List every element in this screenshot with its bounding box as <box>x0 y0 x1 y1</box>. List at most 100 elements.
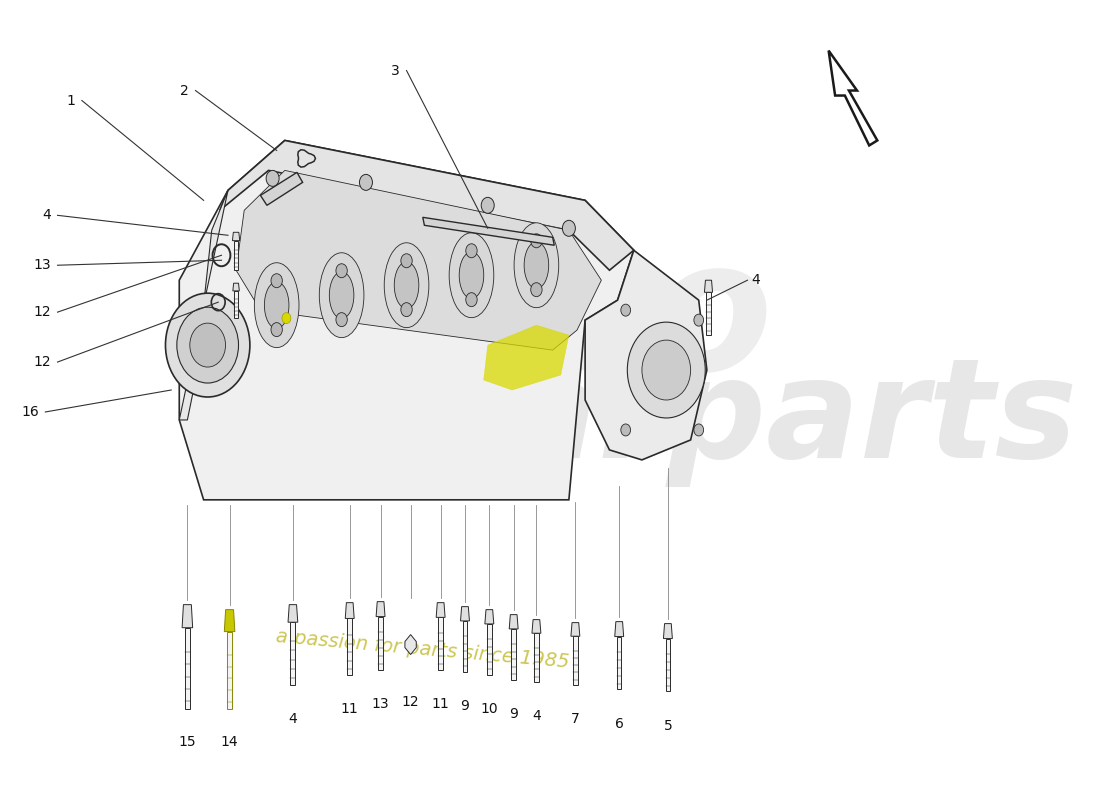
Text: 7: 7 <box>571 713 580 726</box>
Circle shape <box>360 174 373 190</box>
Circle shape <box>165 293 250 397</box>
Circle shape <box>465 293 477 306</box>
Polygon shape <box>405 634 416 654</box>
Circle shape <box>400 254 412 268</box>
Polygon shape <box>234 291 238 318</box>
Circle shape <box>620 424 630 436</box>
Text: 3: 3 <box>392 63 400 78</box>
Circle shape <box>336 264 348 278</box>
Text: 1: 1 <box>66 94 76 107</box>
Polygon shape <box>232 232 240 241</box>
Polygon shape <box>463 621 467 671</box>
Polygon shape <box>512 629 516 679</box>
Polygon shape <box>288 605 298 622</box>
Circle shape <box>271 274 283 288</box>
Polygon shape <box>509 614 518 629</box>
Polygon shape <box>571 622 580 636</box>
Text: 16: 16 <box>21 405 38 419</box>
Polygon shape <box>615 622 624 637</box>
Ellipse shape <box>514 223 559 308</box>
Text: 5: 5 <box>663 719 672 734</box>
Circle shape <box>177 307 239 383</box>
Ellipse shape <box>254 262 299 347</box>
Circle shape <box>694 424 704 436</box>
Polygon shape <box>376 602 385 617</box>
Ellipse shape <box>394 262 419 309</box>
Text: 11: 11 <box>432 698 450 711</box>
Circle shape <box>400 302 412 317</box>
Circle shape <box>465 244 477 258</box>
Text: 4: 4 <box>288 713 297 726</box>
Text: 10: 10 <box>481 702 498 717</box>
Polygon shape <box>437 602 446 618</box>
Text: 13: 13 <box>33 258 51 272</box>
Polygon shape <box>261 172 302 206</box>
Circle shape <box>481 198 494 214</box>
Polygon shape <box>179 141 634 500</box>
Ellipse shape <box>449 233 494 318</box>
Polygon shape <box>484 325 569 390</box>
Polygon shape <box>422 218 554 246</box>
Ellipse shape <box>459 252 484 298</box>
Polygon shape <box>585 250 707 460</box>
Text: 11: 11 <box>341 702 359 717</box>
Polygon shape <box>439 618 443 670</box>
Circle shape <box>282 313 290 324</box>
Polygon shape <box>224 610 235 631</box>
Ellipse shape <box>524 242 549 289</box>
Polygon shape <box>233 283 240 291</box>
Polygon shape <box>532 620 541 634</box>
Text: 12: 12 <box>33 355 51 369</box>
Circle shape <box>562 220 575 236</box>
Circle shape <box>620 304 630 316</box>
Circle shape <box>190 323 226 367</box>
Polygon shape <box>487 624 492 674</box>
Circle shape <box>642 340 691 400</box>
Polygon shape <box>535 634 539 682</box>
Text: 9: 9 <box>509 707 518 722</box>
Text: 12: 12 <box>33 305 51 319</box>
Text: 12: 12 <box>402 695 419 710</box>
Text: 9: 9 <box>461 699 470 714</box>
Text: 14: 14 <box>221 735 239 750</box>
Polygon shape <box>617 637 621 690</box>
Polygon shape <box>185 628 190 710</box>
Ellipse shape <box>319 253 364 338</box>
Polygon shape <box>290 622 295 685</box>
Text: 13: 13 <box>372 698 389 711</box>
Circle shape <box>530 282 542 297</box>
Circle shape <box>271 322 283 337</box>
Ellipse shape <box>264 282 289 329</box>
Polygon shape <box>348 618 352 674</box>
Text: carparts: carparts <box>422 353 1078 487</box>
Polygon shape <box>183 605 192 628</box>
Polygon shape <box>573 636 578 685</box>
Circle shape <box>336 313 348 326</box>
Polygon shape <box>666 638 670 691</box>
Circle shape <box>627 322 705 418</box>
Polygon shape <box>706 292 711 335</box>
Polygon shape <box>345 602 354 618</box>
Polygon shape <box>227 631 232 710</box>
Polygon shape <box>234 241 238 270</box>
Text: 4: 4 <box>532 710 541 723</box>
Polygon shape <box>236 170 602 350</box>
Polygon shape <box>179 190 228 420</box>
Polygon shape <box>220 141 634 270</box>
Text: 6: 6 <box>615 718 624 731</box>
Ellipse shape <box>384 242 429 328</box>
Polygon shape <box>704 280 713 292</box>
Text: 15: 15 <box>178 735 196 750</box>
Ellipse shape <box>329 272 354 318</box>
Text: euro: euro <box>309 232 773 408</box>
Circle shape <box>266 170 279 186</box>
Polygon shape <box>461 606 470 621</box>
Polygon shape <box>485 610 494 624</box>
Text: a passion for parts since 1985: a passion for parts since 1985 <box>275 627 570 672</box>
Text: 4: 4 <box>42 208 51 222</box>
Text: 4: 4 <box>751 274 760 287</box>
Polygon shape <box>378 617 383 670</box>
Circle shape <box>530 234 542 248</box>
Circle shape <box>694 314 704 326</box>
Text: 2: 2 <box>180 83 189 98</box>
